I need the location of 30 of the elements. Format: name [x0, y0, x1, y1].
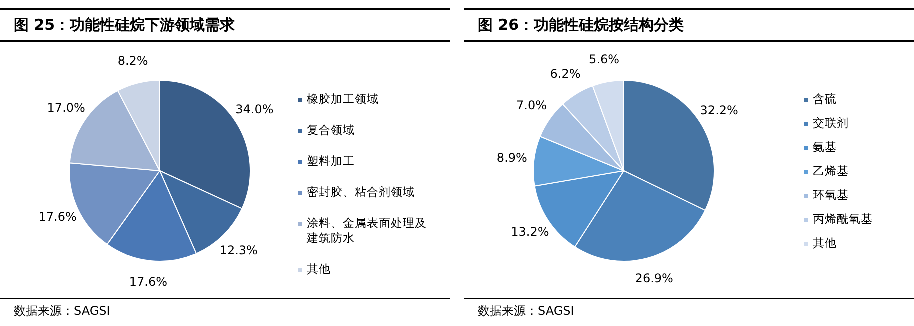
- legend-label: 其他: [307, 262, 331, 277]
- legend-label: 密封胶、粘合剂领域: [307, 185, 415, 200]
- source-note: 数据来源：SAGSI: [464, 298, 914, 320]
- data-label: 32.2%: [700, 103, 738, 118]
- legend-label: 复合领域: [307, 123, 355, 138]
- data-label: 17.6%: [38, 210, 77, 224]
- legend-label: 丙烯酰氧基: [813, 212, 873, 227]
- legend-label: 氨基: [813, 140, 837, 155]
- legend-label: 橡胶加工领域: [307, 92, 379, 107]
- chart-title: 图 25：功能性硅烷下游领域需求: [0, 8, 450, 42]
- legend-label: 其他: [813, 236, 837, 251]
- data-label: 13.2%: [511, 225, 550, 240]
- legend-label: 含硫: [813, 92, 837, 107]
- source-note: 数据来源：SAGSI: [0, 298, 450, 320]
- data-label: 26.9%: [635, 271, 674, 286]
- chart-title: 图 26：功能性硅烷按结构分类: [464, 8, 914, 42]
- data-label: 6.2%: [550, 67, 581, 82]
- data-label: 34.0%: [236, 102, 274, 116]
- legend-label: 乙烯基: [813, 164, 849, 179]
- data-label: 12.3%: [220, 243, 258, 258]
- data-label: 17.6%: [129, 275, 168, 290]
- legend-label: 环氧基: [813, 188, 849, 203]
- data-label: 8.2%: [118, 54, 148, 68]
- legend-label: 涂料、金属表面处理及建筑防水: [307, 216, 428, 246]
- data-label: 5.6%: [589, 52, 620, 66]
- data-label: 17.0%: [47, 100, 86, 115]
- legend-label: 交联剂: [813, 116, 849, 131]
- data-label: 8.9%: [496, 150, 528, 165]
- data-label: 7.0%: [516, 98, 548, 113]
- legend-label: 塑料加工: [307, 154, 355, 169]
